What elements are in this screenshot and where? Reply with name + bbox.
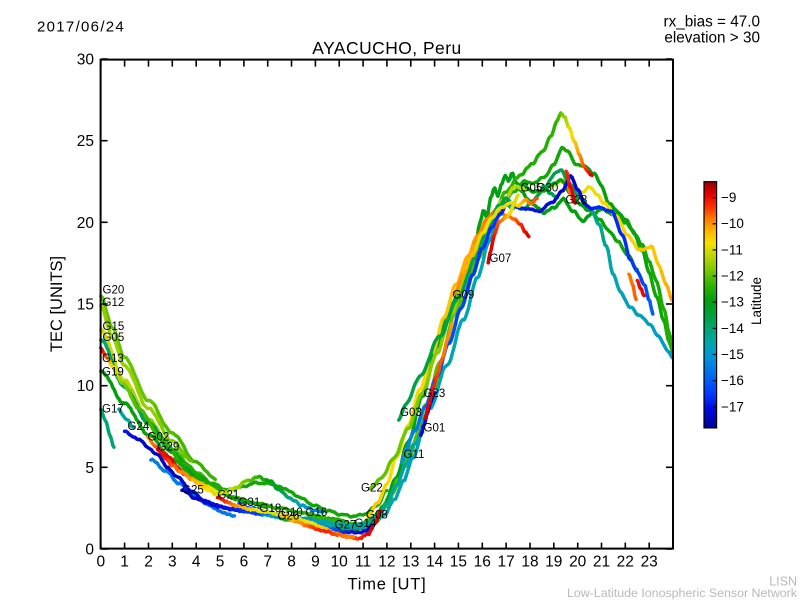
svg-text:TEC [UNITS]: TEC [UNITS] xyxy=(48,256,66,352)
svg-text:G01: G01 xyxy=(424,423,446,435)
svg-text:22: 22 xyxy=(617,554,634,571)
svg-text:13: 13 xyxy=(402,554,419,571)
svg-text:2: 2 xyxy=(144,554,153,571)
svg-text:−13: −13 xyxy=(721,295,744,310)
svg-text:1: 1 xyxy=(120,554,129,571)
svg-text:G02: G02 xyxy=(148,432,170,444)
svg-text:9: 9 xyxy=(311,554,320,571)
svg-text:G18: G18 xyxy=(260,503,282,515)
svg-text:16: 16 xyxy=(474,554,491,571)
svg-text:Low-Latitude Ionospheric Senso: Low-Latitude Ionospheric Sensor Network xyxy=(567,586,798,600)
svg-text:23: 23 xyxy=(641,554,658,571)
svg-text:20: 20 xyxy=(77,215,95,232)
svg-text:−14: −14 xyxy=(721,321,744,336)
svg-text:elevation > 30: elevation > 30 xyxy=(664,30,760,47)
svg-text:G15: G15 xyxy=(103,321,125,333)
svg-text:2017/06/24: 2017/06/24 xyxy=(37,19,125,36)
svg-text:11: 11 xyxy=(355,554,371,571)
svg-text:G13: G13 xyxy=(102,353,124,365)
svg-text:5: 5 xyxy=(85,460,94,477)
svg-text:rx_bias = 47.0: rx_bias = 47.0 xyxy=(663,14,760,31)
svg-text:G03: G03 xyxy=(400,407,422,419)
svg-text:−16: −16 xyxy=(721,373,744,388)
svg-text:Latitude: Latitude xyxy=(749,277,764,325)
svg-text:LISN: LISN xyxy=(769,575,797,589)
svg-text:15: 15 xyxy=(450,554,467,571)
svg-text:G19: G19 xyxy=(102,367,124,379)
svg-text:−9: −9 xyxy=(721,190,736,205)
svg-text:G20: G20 xyxy=(103,285,125,297)
svg-text:G05: G05 xyxy=(521,183,543,195)
svg-text:G11: G11 xyxy=(404,449,425,461)
svg-text:G23: G23 xyxy=(424,388,446,400)
svg-text:G07: G07 xyxy=(490,253,512,265)
svg-text:G17: G17 xyxy=(102,404,124,416)
svg-text:G30: G30 xyxy=(537,183,559,195)
svg-text:G29: G29 xyxy=(158,442,180,454)
svg-text:5: 5 xyxy=(216,554,225,571)
svg-text:17: 17 xyxy=(497,554,514,571)
svg-text:8: 8 xyxy=(287,554,296,571)
svg-text:14: 14 xyxy=(426,554,444,571)
svg-text:0: 0 xyxy=(85,542,94,559)
svg-text:7: 7 xyxy=(263,554,272,571)
svg-text:−17: −17 xyxy=(721,399,744,414)
svg-text:15: 15 xyxy=(77,297,94,314)
svg-text:3: 3 xyxy=(168,554,177,571)
svg-text:G24: G24 xyxy=(128,421,150,433)
svg-text:G08: G08 xyxy=(366,510,388,522)
svg-text:0: 0 xyxy=(96,554,105,571)
svg-text:10: 10 xyxy=(331,554,349,571)
svg-text:G09: G09 xyxy=(453,290,475,302)
svg-text:20: 20 xyxy=(569,554,587,571)
svg-text:−10: −10 xyxy=(721,216,744,231)
svg-text:−15: −15 xyxy=(721,347,744,362)
svg-text:25: 25 xyxy=(77,133,94,150)
svg-text:21: 21 xyxy=(593,554,610,571)
svg-text:G21: G21 xyxy=(218,490,240,502)
svg-text:G12: G12 xyxy=(103,297,125,309)
svg-text:G28: G28 xyxy=(566,195,588,207)
svg-text:G31: G31 xyxy=(239,497,261,509)
svg-text:10: 10 xyxy=(77,378,95,395)
svg-text:G14: G14 xyxy=(355,518,377,530)
svg-text:−11: −11 xyxy=(721,242,743,257)
svg-text:18: 18 xyxy=(521,554,538,571)
svg-text:AYACUCHO, Peru: AYACUCHO, Peru xyxy=(312,38,461,58)
svg-text:6: 6 xyxy=(240,554,249,571)
svg-text:19: 19 xyxy=(545,554,562,571)
svg-text:4: 4 xyxy=(192,554,201,571)
svg-text:G27: G27 xyxy=(335,520,357,532)
svg-text:G16: G16 xyxy=(306,507,328,519)
svg-text:G05: G05 xyxy=(103,332,125,344)
svg-text:G25: G25 xyxy=(182,485,204,497)
svg-text:G10: G10 xyxy=(281,507,303,519)
svg-text:12: 12 xyxy=(378,554,395,571)
svg-text:G22: G22 xyxy=(361,483,383,495)
svg-text:−12: −12 xyxy=(721,269,744,284)
svg-text:G26: G26 xyxy=(278,511,300,523)
svg-text:30: 30 xyxy=(77,52,95,69)
svg-text:Time [UT]: Time [UT] xyxy=(347,576,426,594)
